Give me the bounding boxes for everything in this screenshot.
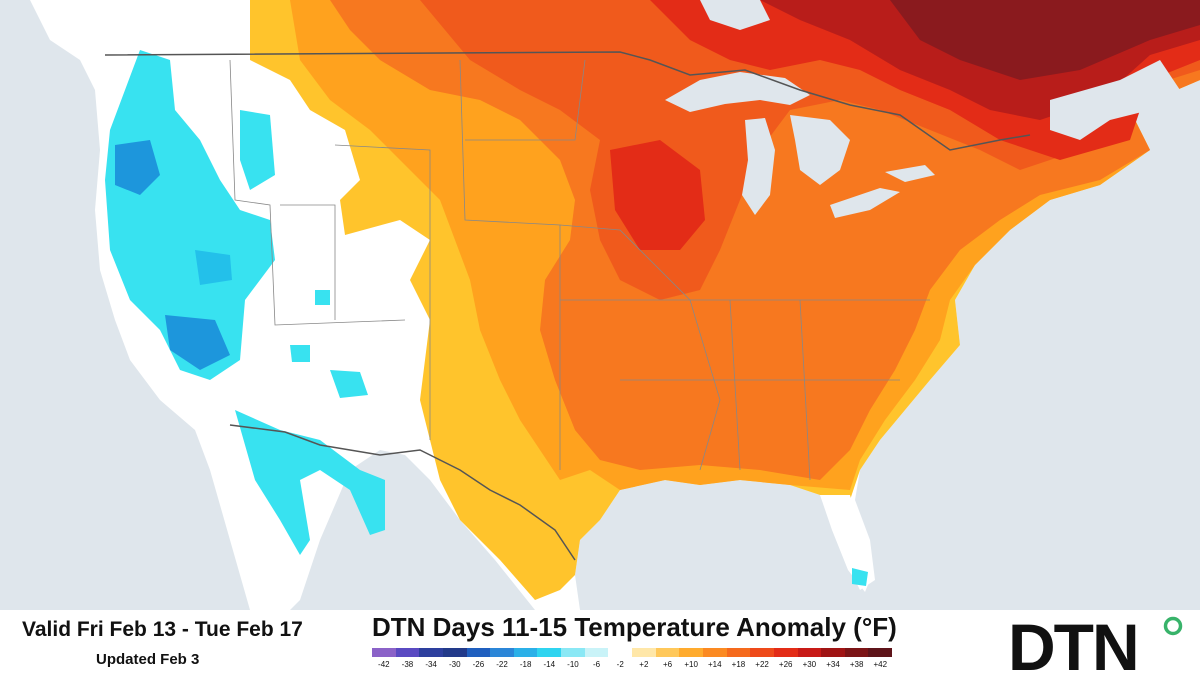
color-scale-ticks: -42 -38 -34 -30 -26 -22 -18 -14 -10 -6 -2 +2 +6 +10 +1…: [372, 660, 892, 672]
scale-swatch: [442, 648, 467, 657]
state-borders: [229, 59, 930, 481]
cool-anomaly-west: [105, 50, 275, 380]
scale-swatch: [702, 648, 727, 657]
lake-michigan: [742, 118, 775, 215]
lake-huron: [790, 115, 850, 185]
scale-tick-label: -2: [616, 660, 624, 669]
scale-tick-label: +26: [778, 660, 793, 669]
scale-swatch: [395, 648, 420, 657]
scale-tick-label: +22: [755, 660, 769, 669]
lake-superior: [665, 72, 810, 112]
footer-bar: [0, 610, 1200, 675]
scale-tick-label: -42: [378, 660, 390, 669]
valid-dates: Valid Fri Feb 13 - Tue Feb 17: [22, 618, 303, 641]
scale-swatch: [632, 648, 656, 657]
scale-tick-label: +42: [873, 660, 888, 669]
warm-anomaly-darkest: [890, 0, 1200, 80]
hudson-bay: [700, 0, 770, 30]
us-canada-border: [104, 51, 1031, 151]
florida-keys-cool: [852, 568, 868, 586]
lake-ontario: [885, 165, 935, 182]
scale-swatch: [679, 648, 703, 657]
scale-tick-label: -30: [448, 660, 461, 669]
scale-swatch: [490, 648, 514, 657]
cool-spot-ut: [290, 345, 310, 362]
scale-tick-label: +2: [639, 660, 649, 669]
scale-swatch: [608, 648, 633, 657]
gulf-st-lawrence: [1050, 60, 1180, 140]
scale-swatch: [868, 648, 893, 657]
updated-date: Updated Feb 3: [96, 651, 200, 668]
cool-anomaly-west-core: [115, 140, 160, 195]
scale-tick-label: -14: [543, 660, 556, 669]
dtn-logo: DTN: [1008, 612, 1183, 674]
scale-swatch: [372, 648, 396, 657]
scale-tick-label: +18: [731, 660, 746, 669]
scale-tick-label: +14: [708, 660, 722, 669]
cool-spot-az: [330, 370, 368, 398]
scale-swatch: [419, 648, 443, 657]
scale-tick-label: +30: [802, 660, 817, 669]
scale-swatch: [466, 648, 491, 657]
dtn-logo-text: DTN: [1008, 612, 1138, 674]
map-title: DTN Days 11-15 Temperature Anomaly (°F): [372, 612, 897, 642]
scale-swatch: [513, 648, 538, 657]
scale-swatch: [537, 648, 562, 657]
cool-anomaly-sw: [235, 410, 385, 555]
scale-tick-label: -18: [519, 660, 532, 669]
scale-swatch: [726, 648, 751, 657]
warm-anomaly-red-midwest: [610, 140, 705, 250]
scale-tick-label: -6: [593, 660, 601, 669]
dtn-logo-dot: [1163, 616, 1183, 636]
cool-anomaly-idaho: [240, 110, 275, 190]
scale-tick-label: -26: [472, 660, 485, 669]
lake-erie: [830, 188, 900, 218]
scale-tick-label: +10: [684, 660, 698, 669]
scale-swatch: [584, 648, 609, 657]
cool-spot-co: [315, 290, 330, 305]
anomaly-map: [0, 0, 1200, 610]
florida-peninsula: [820, 495, 872, 592]
scale-tick-label: -10: [567, 660, 579, 669]
us-mexico-border: [229, 424, 576, 561]
cool-anomaly-mid: [195, 250, 232, 285]
scale-swatch: [844, 648, 869, 657]
cool-anomaly-nv-core: [165, 315, 230, 370]
scale-tick-label: +6: [662, 660, 673, 669]
scale-swatch: [821, 648, 845, 657]
scale-tick-label: +34: [826, 660, 840, 669]
color-scale: [372, 648, 893, 657]
scale-tick-label: -38: [401, 660, 414, 669]
scale-swatch: [750, 648, 774, 657]
scale-swatch: [561, 648, 585, 657]
scale-tick-label: -22: [496, 660, 508, 669]
scale-tick-label: -34: [425, 660, 437, 669]
scale-tick-label: +38: [849, 660, 864, 669]
scale-swatch: [655, 648, 680, 657]
scale-swatch: [773, 648, 798, 657]
scale-swatch: [797, 648, 822, 657]
